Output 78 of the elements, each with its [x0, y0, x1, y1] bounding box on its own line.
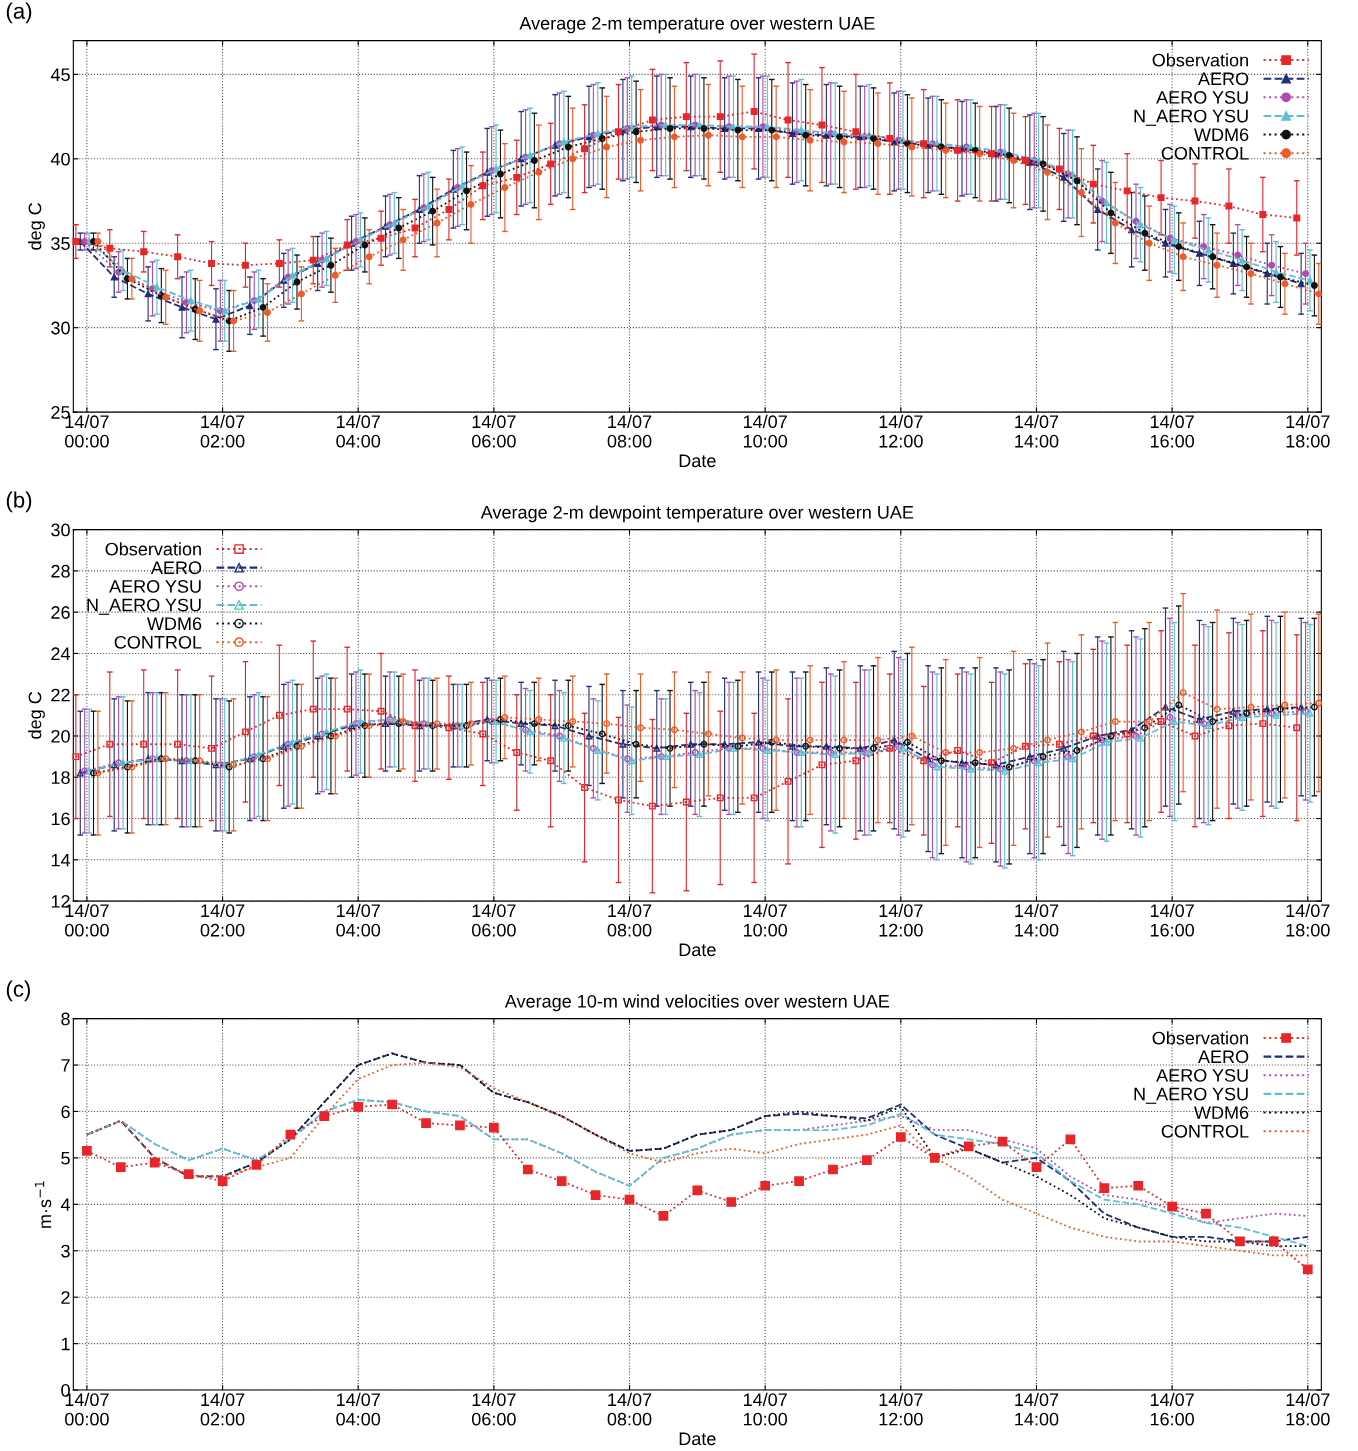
y-tick-label: 18	[51, 771, 70, 784]
y-tick-label: 16	[51, 812, 70, 826]
legend-label: WDM6	[1194, 128, 1249, 142]
x-axis-title: Date	[679, 1432, 716, 1446]
y-tick-label: 3	[61, 1244, 70, 1258]
legend-label: AERO YSU	[1156, 91, 1248, 104]
text: (b)	[6, 491, 32, 513]
x-tick-label: 14/07 18:00	[1286, 1392, 1330, 1426]
x-tick-label: 14/07 02:00	[200, 903, 245, 937]
legend-label: N_AERO YSU	[1134, 1087, 1248, 1104]
legend-label: Observation	[105, 542, 201, 556]
x-tick-label: 14/07 08:00	[607, 414, 652, 448]
legend-label: Observation	[1152, 1031, 1248, 1045]
x-tick-label: 14/07 08:00	[607, 1392, 652, 1426]
y-tick-label: 4	[60, 1198, 71, 1211]
y-tick-label: 45	[50, 68, 70, 82]
legend-label: Observation	[1152, 53, 1248, 67]
x-tick-label: 14/07 04:00	[336, 414, 381, 448]
legend-label: N_AERO YSU	[1134, 109, 1248, 126]
y-axis-title: deg C	[28, 691, 45, 739]
x-tick-label: 14/07 06:00	[471, 1392, 516, 1426]
x-tick-label: 14/07 14:00	[1015, 414, 1059, 448]
y-tick-label: 40	[50, 152, 70, 166]
y-tick-label: 26	[51, 606, 70, 619]
legend-label: AERO YSU	[1156, 1068, 1248, 1082]
legend-label: CONTROL	[114, 635, 202, 649]
x-tick-label: 14/07 12:00	[879, 903, 923, 937]
y-tick-label: 20	[51, 729, 70, 743]
text: (a)	[6, 2, 32, 24]
y-tick-label: 28	[51, 564, 70, 578]
legend-label: AERO	[1197, 1050, 1249, 1064]
y-tick-label: 35	[51, 237, 70, 250]
y-tick-label: 2	[61, 1291, 70, 1304]
x-axis-title: Date	[679, 943, 716, 957]
y-tick-label: 6	[61, 1105, 70, 1119]
x-tick-label: 14/07 16:00	[1150, 903, 1194, 937]
x-axis-title: Date	[679, 454, 716, 468]
y-tick-label: 14	[51, 853, 71, 867]
x-tick-label: 14/07 12:00	[879, 414, 923, 448]
y-tick-label: 5	[61, 1152, 70, 1165]
y-tick-label: 7	[61, 1059, 70, 1072]
x-tick-label: 14/07 04:00	[336, 1392, 381, 1426]
x-tick-label: 14/07 12:00	[879, 1392, 923, 1426]
legend-label: AERO	[1197, 72, 1249, 86]
y-tick-label: 8	[61, 1012, 70, 1026]
x-tick-label: 14/07 04:00	[336, 903, 381, 937]
x-tick-label: 14/07 14:00	[1015, 903, 1059, 937]
x-tick-label: 14/07 16:00	[1150, 414, 1194, 448]
chart-title: Average 2-m temperature over western UAE	[519, 16, 875, 34]
legend-label: AERO YSU	[109, 580, 201, 593]
legend-label: CONTROL	[1161, 1124, 1249, 1138]
chart-title: Average 2-m dewpoint temperature over western UAE	[480, 505, 914, 523]
x-tick-label: 14/07 08:00	[607, 903, 652, 937]
x-tick-label: 14/07 14:00	[1015, 1392, 1059, 1426]
y-tick-label: 24	[51, 647, 71, 660]
x-tick-label: 14/07 10:00	[743, 903, 788, 937]
legend-label: WDM6	[1194, 1106, 1249, 1120]
y-tick-label: 22	[51, 688, 70, 702]
legend-label: CONTROL	[1161, 146, 1249, 160]
x-tick-label: 14/07 06:00	[471, 414, 516, 448]
x-tick-label: 14/07 02:00	[200, 414, 245, 448]
text: (c)	[6, 980, 30, 1002]
y-axis-title: m·s$^{−1}$	[34, 1181, 52, 1228]
legend-label: AERO	[150, 561, 202, 575]
y-tick-label: 30	[51, 321, 70, 335]
x-tick-label: 14/07 18:00	[1286, 414, 1330, 448]
x-tick-label: 14/07 02:00	[200, 1392, 245, 1426]
y-tick-label: 1	[61, 1337, 70, 1351]
legend-label: WDM6	[146, 617, 202, 631]
y-tick-label: 30	[51, 523, 70, 537]
x-tick-label: 14/07 18:00	[1286, 903, 1330, 937]
legend-label: N_AERO YSU	[87, 598, 201, 615]
y-axis-title: deg C	[28, 202, 45, 250]
x-tick-label: 14/07 06:00	[471, 903, 516, 937]
chart-title: Average 10-m wind velocities over western UAE	[504, 994, 890, 1012]
x-tick-label: 14/07 10:00	[743, 414, 788, 448]
x-tick-label: 14/07 16:00	[1150, 1392, 1194, 1426]
x-tick-label: 14/07 10:00	[743, 1392, 788, 1426]
